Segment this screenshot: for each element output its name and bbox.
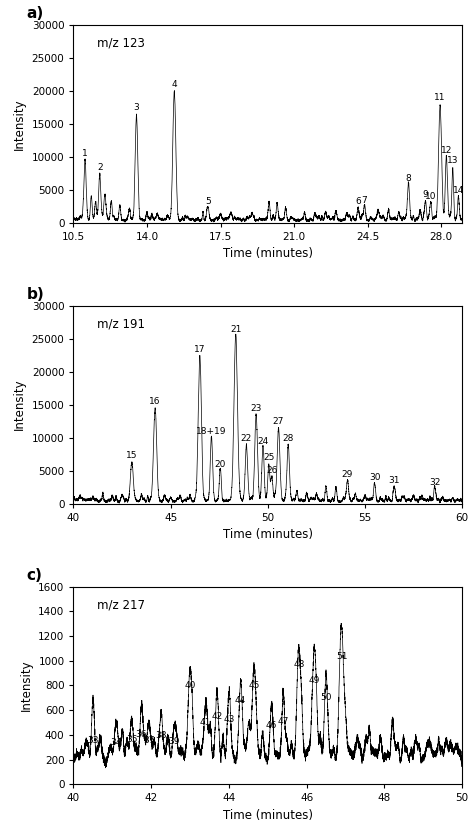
- Text: 24: 24: [257, 437, 269, 446]
- Text: 11: 11: [434, 93, 446, 102]
- Text: 26: 26: [266, 466, 277, 476]
- Text: 22: 22: [241, 433, 252, 442]
- Text: 15: 15: [126, 452, 137, 461]
- Text: 28: 28: [283, 433, 294, 442]
- Y-axis label: Intensity: Intensity: [13, 378, 26, 431]
- Text: 9: 9: [422, 190, 428, 199]
- Text: 40: 40: [184, 681, 196, 691]
- Text: 8: 8: [406, 174, 411, 183]
- Text: 2: 2: [97, 163, 102, 172]
- Y-axis label: Intensity: Intensity: [19, 660, 33, 711]
- Text: 17: 17: [194, 344, 206, 354]
- Text: 36: 36: [136, 730, 147, 739]
- Text: 12: 12: [441, 146, 452, 155]
- Text: 1: 1: [82, 149, 88, 159]
- Text: 46: 46: [266, 721, 277, 730]
- Text: 41: 41: [200, 719, 211, 727]
- Text: 25: 25: [263, 453, 274, 462]
- Text: 39: 39: [169, 737, 180, 746]
- Text: 33: 33: [87, 736, 99, 745]
- Text: a): a): [27, 6, 44, 21]
- Text: 13: 13: [447, 156, 458, 165]
- Text: m/z 217: m/z 217: [97, 598, 145, 612]
- Text: 37: 37: [144, 736, 155, 745]
- Text: 3: 3: [134, 103, 139, 112]
- Text: 14: 14: [453, 186, 464, 195]
- Text: 43: 43: [223, 715, 235, 724]
- Text: 5: 5: [205, 197, 211, 206]
- Text: 20: 20: [215, 460, 226, 469]
- Text: 6: 6: [356, 197, 361, 206]
- Text: 16: 16: [149, 398, 161, 406]
- Text: 47: 47: [278, 717, 289, 726]
- X-axis label: Time (minutes): Time (minutes): [223, 528, 313, 541]
- Text: 48: 48: [293, 661, 305, 669]
- Text: 38: 38: [155, 731, 167, 740]
- Text: 27: 27: [273, 417, 284, 426]
- Text: 49: 49: [309, 676, 320, 686]
- Text: 34: 34: [110, 738, 122, 747]
- Text: b): b): [27, 287, 45, 302]
- Text: m/z 123: m/z 123: [97, 37, 145, 50]
- Text: 29: 29: [342, 470, 353, 479]
- Text: c): c): [27, 568, 43, 583]
- Text: 45: 45: [248, 681, 260, 691]
- Text: 32: 32: [429, 478, 441, 486]
- Text: 10: 10: [425, 193, 437, 201]
- Text: 23: 23: [250, 404, 262, 413]
- X-axis label: Time (minutes): Time (minutes): [223, 247, 313, 261]
- Text: 35: 35: [126, 735, 137, 744]
- Text: 51: 51: [336, 652, 347, 661]
- Text: m/z 191: m/z 191: [97, 318, 145, 330]
- Text: 44: 44: [235, 696, 246, 706]
- Text: 4: 4: [172, 81, 177, 89]
- Text: 18+19: 18+19: [196, 427, 227, 436]
- Y-axis label: Intensity: Intensity: [13, 98, 26, 149]
- Text: 50: 50: [320, 692, 332, 701]
- X-axis label: Time (minutes): Time (minutes): [223, 809, 313, 822]
- Text: 42: 42: [212, 712, 223, 721]
- Text: 31: 31: [388, 476, 400, 486]
- Text: 21: 21: [230, 325, 241, 334]
- Text: 30: 30: [369, 473, 381, 482]
- Text: 7: 7: [362, 196, 367, 204]
